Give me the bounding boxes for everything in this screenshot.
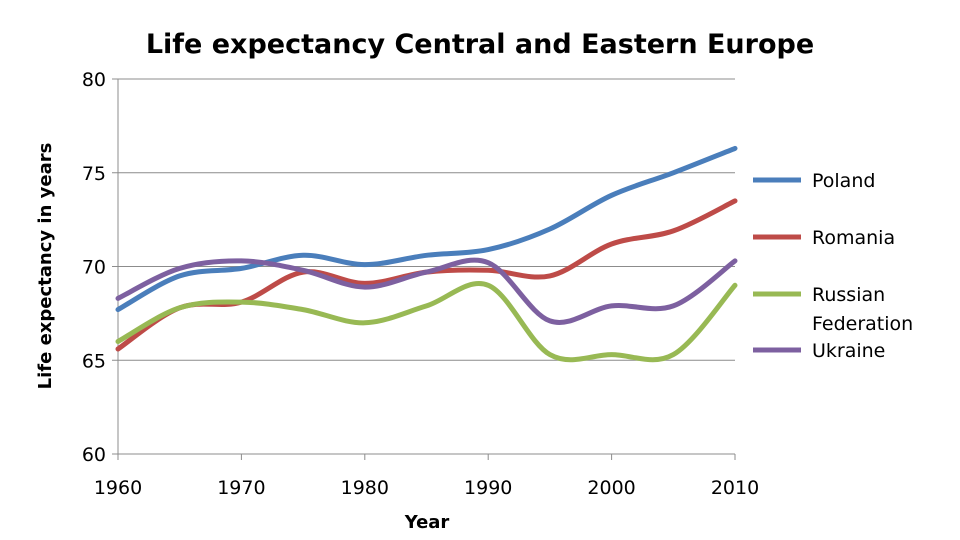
y-axis-label: Life expectancy in years [35,143,56,390]
x-tick-label: 1960 [94,477,142,499]
x-tick-label: 2010 [711,477,759,499]
y-axis-ticks: 60 65 70 75 80 [82,69,118,466]
chart-title: Life expectancy Central and Eastern Euro… [146,29,814,60]
legend-label-romania: Romania [812,227,895,249]
legend-label-russian-federation: Russian Federation [812,284,913,335]
y-tick-label: 60 [82,444,106,466]
x-axis-label: Year [404,512,450,533]
y-tick-label: 75 [82,163,106,185]
legend-label-poland: Poland [812,170,875,192]
x-tick-label: 1990 [464,477,512,499]
y-tick-label: 65 [82,350,106,372]
x-axis-ticks: 1960 1970 1980 1990 2000 2010 [94,454,759,499]
series-line-romania [115,198,738,352]
x-tick-label: 1980 [341,477,389,499]
x-tick-label: 1970 [217,477,265,499]
series-line-poland [115,145,738,313]
legend: Poland Romania Russian Federation Ukraine [753,170,913,362]
series-line-russian-federation [115,281,738,363]
grid-lines [118,78,735,455]
series-line-ukraine [115,257,738,325]
x-tick-label: 2000 [587,477,635,499]
y-tick-label: 80 [82,69,106,91]
legend-label-ukraine: Ukraine [812,340,885,362]
y-tick-label: 70 [82,257,106,279]
data-series [115,145,738,363]
